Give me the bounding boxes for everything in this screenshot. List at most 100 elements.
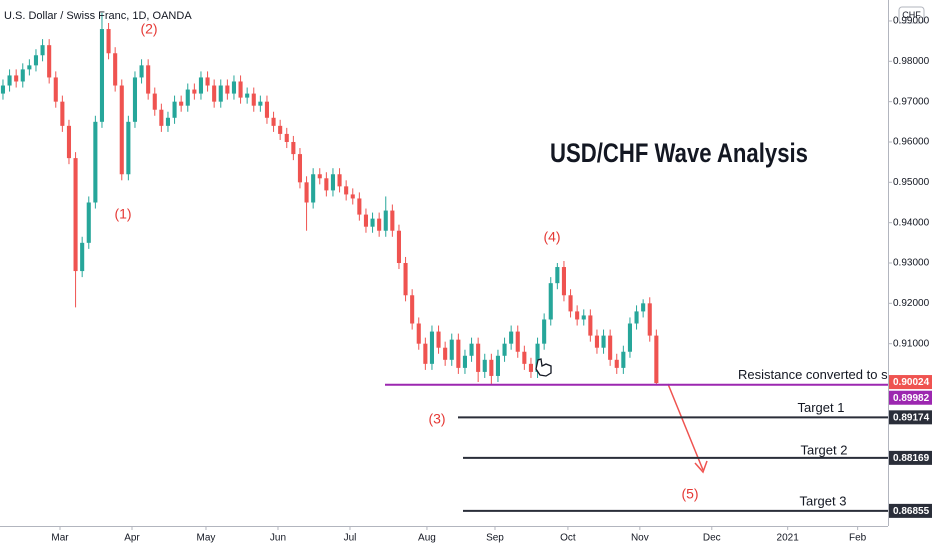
level-price-box [889,450,932,465]
candle-body [86,202,91,243]
candle-body [317,174,322,179]
level-price-box [889,390,932,405]
candle-body [344,186,349,195]
candle-body [66,125,72,159]
candle-body [297,154,303,183]
candle-body [575,311,580,320]
candle-body [212,85,217,102]
level-label: Target 3 [800,493,847,508]
candle-body [634,311,639,324]
candle-body [185,89,190,106]
x-tick-label: Aug [418,533,436,544]
candle-body [515,331,520,352]
candle-body [436,331,441,348]
candle-body [588,315,593,336]
candle-body [330,174,336,191]
cursor-icon [535,358,552,377]
candle-body [106,29,111,54]
x-tick-label: Apr [124,533,140,544]
level-price-box [889,503,932,518]
candle-body [403,263,408,296]
candle-body [245,93,250,98]
candle-body [555,267,560,284]
candle-body [225,85,230,94]
x-tick-label: May [197,533,216,544]
candle-body [14,75,19,82]
candle-body [73,158,78,272]
candle-body [443,347,448,360]
candle-body [93,121,98,203]
candle-body [60,101,65,126]
y-tick-label: 0.92000 [893,298,930,309]
candle-body [205,77,210,86]
x-tick-label: Oct [560,533,576,544]
level-label: Target 1 [798,400,845,415]
candle-body [363,214,369,227]
level-price-box [889,410,932,425]
symbol-header: U.S. Dollar / Swiss Franc, 1D, OANDA [4,10,192,22]
candle-body [581,315,586,320]
candle-body [621,351,626,368]
candle-body [482,359,487,372]
candle-body [47,45,52,78]
candle-body [614,359,619,368]
candle-body [601,335,606,348]
currency-badge[interactable] [898,6,925,24]
candle-body [627,323,632,352]
candle-body [192,89,197,94]
candle-body [33,55,39,66]
candle-body [324,178,329,191]
candle-body [218,85,223,102]
y-tick-label: 0.95000 [893,177,930,188]
wave-label: (3) [428,411,445,427]
x-tick-label: Feb [849,533,867,544]
candle-body [462,355,468,368]
y-tick-label: 0.94000 [893,217,930,228]
candle-body [139,65,144,78]
candle-body [509,331,514,344]
wave-label: (4) [543,229,560,245]
x-tick-label: Jun [270,533,286,544]
candle-body [377,218,382,231]
candle-body [522,351,527,364]
currency-label[interactable]: CHF [902,10,921,20]
candle-body [502,343,507,356]
candle-body [357,198,362,215]
level-price-text: 0.86855 [893,506,930,517]
candle-body [80,242,85,272]
projection-arrow [667,383,704,471]
x-tick-label: Nov [631,533,649,544]
candle-body [251,93,256,106]
y-tick-label: 0.97000 [893,96,930,107]
x-tick-label: 2021 [777,533,800,544]
candle-body [99,29,105,122]
last-price-box [889,375,932,390]
candle-body [311,174,316,203]
candle-body [126,121,131,175]
plot-area [0,12,659,385]
candle-body [27,65,32,70]
y-tick-label: 0.96000 [893,137,930,148]
candle-body [594,335,599,348]
wave-label: (5) [681,486,698,502]
x-tick-label: Dec [703,533,721,544]
candle-body [456,339,461,368]
candle-body [53,77,58,102]
candle-body [370,218,375,227]
candle-body [390,210,395,231]
candle-body [146,65,151,94]
candle-body [7,75,12,86]
candle-body [495,355,500,376]
candle-body [119,85,124,175]
level-price-text: 0.89174 [893,412,930,423]
chart-title: USD/CHF Wave Analysis [550,138,808,168]
candle-body [647,303,652,336]
x-tick-label: Mar [51,533,69,544]
candle-body [568,295,573,312]
candle-body [179,101,184,106]
y-tick-label: 0.91000 [893,338,930,349]
y-tick-label: 0.93000 [893,258,930,269]
